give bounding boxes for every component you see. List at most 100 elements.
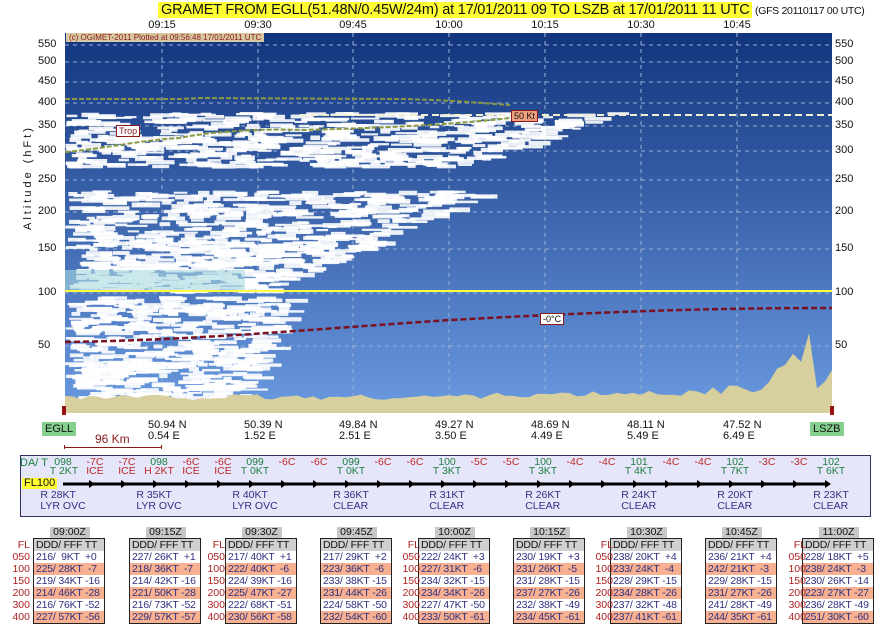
cloud-patch: [239, 327, 253, 330]
cloud-patch: [131, 264, 141, 269]
cloud-patch: [497, 143, 509, 149]
cloud-patch: [241, 146, 267, 151]
cloud-patch: [145, 198, 175, 202]
cloud-patch: [237, 196, 268, 201]
strip-top-value: -6C: [406, 456, 424, 468]
cloud-patch: [204, 333, 214, 338]
y-tick-right: 550: [835, 38, 854, 50]
table-row: 229/ 57KT -57: [130, 611, 200, 623]
cloud-patch: [353, 160, 379, 163]
table-row: 216/ 9KT +0: [36, 551, 97, 563]
strip-mid-value: T 0KT: [336, 465, 366, 477]
table-header: DDD/ FFF TT: [419, 539, 489, 551]
cloud-patch: [160, 232, 179, 236]
cloud-patch: [346, 164, 370, 168]
cloud-patch: [174, 115, 186, 118]
cloud-patch: [534, 137, 563, 140]
arrow-head: [537, 480, 543, 488]
cloud-patch: [117, 137, 142, 142]
cloud-patch: [204, 126, 234, 129]
fl-level: 200: [12, 587, 30, 599]
cloud-patch: [142, 116, 155, 120]
cloud-patch: [122, 245, 133, 250]
cloud-patch: [144, 230, 158, 234]
cloud-patch: [239, 331, 258, 334]
table-row: 234/ 32KT -15: [421, 575, 485, 587]
fl-level: 300: [788, 599, 806, 611]
cloud-patch: [258, 162, 284, 166]
strip-mid-value: ICE: [86, 465, 104, 477]
cloud-patch: [239, 112, 264, 116]
cloud-patch: [223, 365, 246, 371]
cloud-patch: [278, 305, 290, 311]
cloud-patch: [554, 120, 584, 126]
cloud-patch: [81, 191, 108, 197]
cloud-patch: [217, 360, 242, 364]
strip-top-value: -5C: [502, 456, 520, 468]
cloud-patch: [291, 221, 310, 225]
table-row: 218/ 36KT -7: [130, 563, 200, 575]
cloud-patch: [295, 259, 305, 264]
cloud-patch: [236, 132, 252, 137]
cloud-patch: [275, 138, 304, 143]
cloud-patch: [314, 154, 342, 160]
cloud-patch: [203, 200, 213, 205]
y-tick-right: 250: [835, 173, 854, 185]
cloud-patch: [101, 350, 116, 354]
cloud-patch: [90, 196, 107, 201]
y-tick-left: 550: [38, 38, 57, 50]
cloud-patch: [194, 265, 224, 268]
cloud-patch: [175, 257, 205, 263]
cloud-patch: [100, 386, 113, 392]
cloud-patch: [330, 211, 347, 217]
cloud-patch: [236, 300, 264, 303]
cloud-patch: [152, 115, 163, 120]
cloud-patch: [185, 136, 212, 140]
strip-wind: R 23KT: [813, 489, 849, 501]
cloud-patch: [77, 347, 87, 352]
cloud-patch: [90, 354, 114, 360]
cloud-patch: [266, 243, 292, 247]
cloud-patch: [81, 254, 95, 258]
table-row: 234/ 28KT -26: [611, 587, 681, 599]
cloud-patch: [179, 393, 194, 397]
fl-header: FL: [17, 539, 30, 551]
arrow-head: [377, 480, 383, 488]
cloud-patch: [145, 258, 175, 262]
cloud-patch: [380, 130, 391, 134]
cloud-patch: [89, 218, 99, 223]
cloud-patch: [309, 267, 325, 271]
table-row: 227/ 47KT -50: [421, 599, 485, 611]
cloud-patch: [192, 214, 203, 217]
cloud-patch: [329, 249, 357, 253]
cloud-patch: [252, 116, 264, 121]
cloud-patch: [399, 138, 425, 144]
cloud-patch: [207, 159, 221, 162]
waypoint-lat: 48.11 N: [627, 419, 665, 431]
strip-top-value: -4C: [662, 456, 680, 468]
cloud-patch: [201, 255, 214, 260]
cloud-patch: [257, 230, 267, 236]
cloud-patch: [70, 339, 87, 342]
cloud-patch: [331, 161, 357, 167]
cloud-patch: [262, 316, 278, 319]
cloud-patch: [103, 360, 113, 364]
fl-header: FL: [407, 539, 420, 551]
cloud-patch: [521, 125, 547, 128]
cloud-patch: [115, 223, 128, 227]
cloud-patch: [248, 298, 276, 302]
cloud-patch: [607, 112, 630, 115]
strip-cloud: CLEAR: [717, 500, 753, 512]
cloud-patch: [252, 363, 282, 367]
strip-top-value: -3C: [758, 456, 776, 468]
cloud-patch: [426, 162, 448, 168]
table-row: 230/ 19KT +3: [516, 551, 580, 563]
strip-top-value: 098: [150, 456, 168, 468]
cloud-patch: [234, 231, 253, 235]
strip-top-value: 101: [630, 456, 648, 468]
table-row: 230/ 26KT -14: [805, 575, 869, 587]
cloud-patch: [205, 315, 232, 321]
cloud-patch: [445, 130, 471, 135]
cloud-patch: [123, 346, 148, 350]
cloud-patch: [163, 347, 176, 350]
